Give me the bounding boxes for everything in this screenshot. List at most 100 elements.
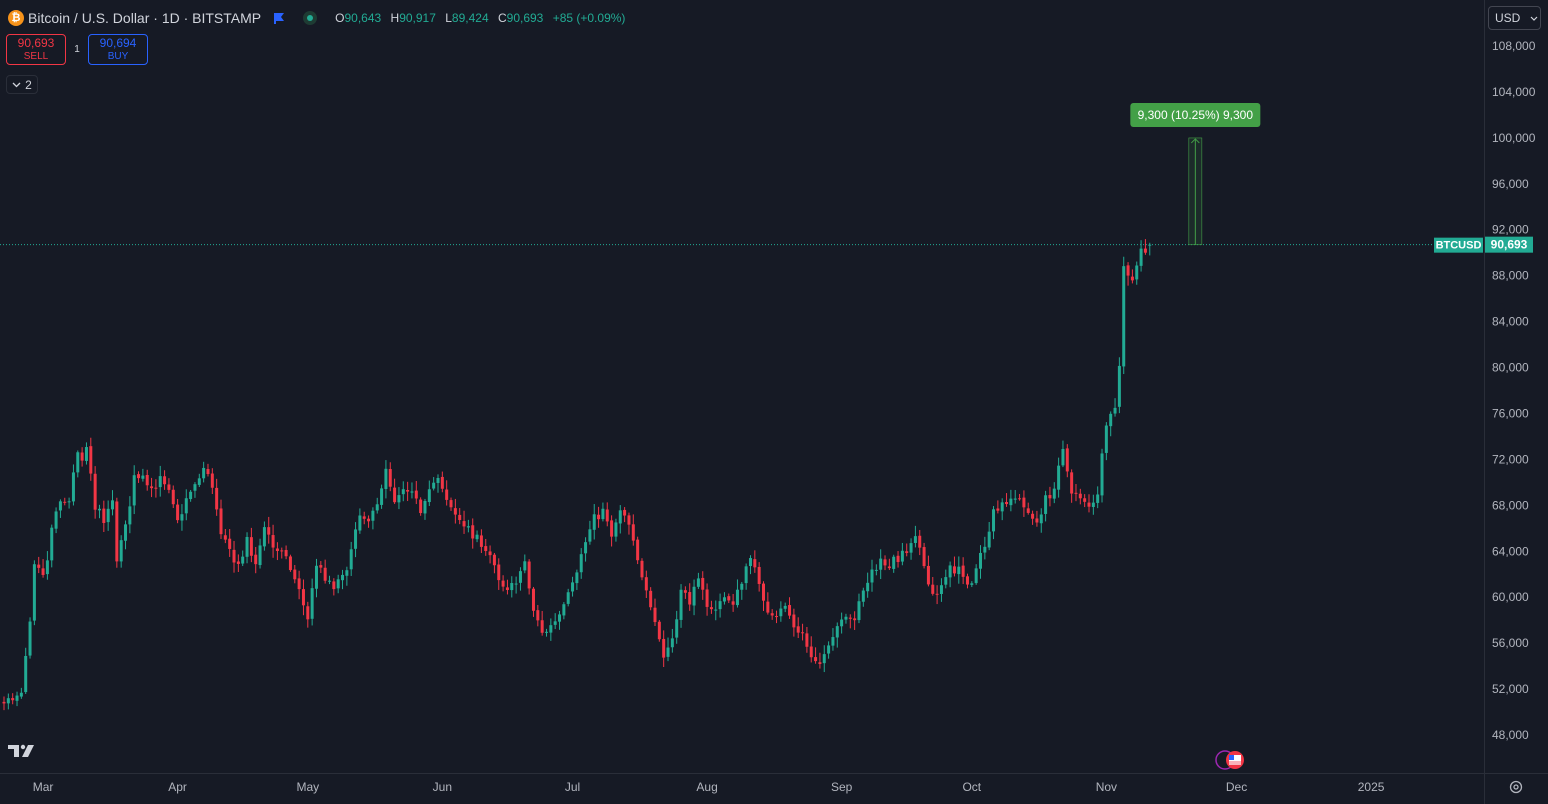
candle-body [132,475,136,506]
x-tick-label: Jul [565,780,580,794]
buy-button[interactable]: 90,694 BUY [88,34,148,65]
candle-body [822,654,826,664]
candle [41,559,45,578]
candle-body [579,554,583,573]
candle-body [531,588,535,611]
candle-body [328,580,331,582]
candle-body [848,617,852,619]
candle [341,569,345,590]
tradingview-logo[interactable] [8,743,40,763]
candle [835,622,839,648]
sell-button[interactable]: 90,693 SELL [6,34,66,65]
candle-body [32,564,36,621]
candle-body [992,509,996,532]
candle-body [2,701,6,704]
candle-body [440,476,444,489]
candle [870,559,874,592]
candle-body [71,472,75,502]
candle-body [410,491,414,493]
candle [93,466,97,519]
candle [245,532,249,564]
symbol-title[interactable]: Bitcoin / U.S. Dollar · 1D · BITSTAMP [28,10,262,26]
candle-body [484,546,488,551]
candle [801,623,805,641]
candle [514,576,518,594]
candle-body [393,487,397,503]
candle [1039,508,1043,533]
candle-body [948,565,952,578]
gear-icon[interactable] [1508,779,1524,795]
candle [163,470,167,490]
candle [336,574,340,594]
measure-label-bg [1130,102,1261,127]
candle-body [1143,248,1147,253]
candle [119,535,123,568]
candle-body [367,518,371,522]
candle [232,540,236,573]
candle-body [735,589,739,606]
candle [111,490,114,516]
candle [141,468,145,482]
candle-body [775,616,779,618]
candle-body [15,695,19,701]
candle [54,507,58,534]
candle [1122,256,1126,375]
candle-body [996,508,1000,511]
candle [887,558,891,571]
sell-price: 90,693 [17,35,55,50]
candle [974,564,978,585]
candle-body [1113,407,1117,414]
candle-body [80,452,84,461]
candle [241,550,245,567]
candle [601,502,605,522]
candle [453,498,457,524]
candle-body [892,556,896,569]
candle-body [696,578,700,587]
candle [288,554,292,572]
candle-body [1104,425,1108,453]
candle [636,536,640,565]
candle [575,569,579,590]
buy-label: BUY [107,50,129,62]
candle-body [952,566,956,574]
candle [545,628,548,637]
candle-body [1026,508,1030,513]
candle [497,558,501,590]
low-key: L [445,11,452,25]
candle-body [11,698,15,701]
candle-body [896,555,900,563]
candle [206,463,210,477]
candle-body [202,467,206,479]
candle-body [1005,502,1009,505]
candle-body [371,510,375,521]
candle-body [24,655,28,693]
currency-select[interactable]: USD [1488,6,1541,30]
candle-body [458,514,462,521]
x-tick-label: Nov [1096,780,1117,794]
candle [1005,493,1009,507]
candle [362,511,366,525]
candle-body [827,645,831,654]
candle [184,489,188,521]
candle [558,610,562,630]
candle-body [19,692,23,697]
measure-label: 9,300 (10.25%) 9,300 [1138,108,1254,122]
candle-body [45,560,49,575]
indicators-count: 2 [25,77,32,92]
indicators-toggle[interactable]: 2 [6,75,38,94]
candle [918,529,922,556]
candle [354,522,358,558]
candle [931,577,935,596]
candle-body [275,548,279,552]
symbol-header[interactable]: ₿ Bitcoin / U.S. Dollar · 1D · BITSTAMP … [8,9,631,27]
candle [371,507,375,530]
candle-body [115,501,119,562]
candle-body [1070,472,1074,494]
flag-icon[interactable] [273,12,285,24]
candle [306,601,310,628]
events-icon[interactable] [1214,749,1248,771]
candle [202,461,206,483]
candle-body [788,605,792,616]
